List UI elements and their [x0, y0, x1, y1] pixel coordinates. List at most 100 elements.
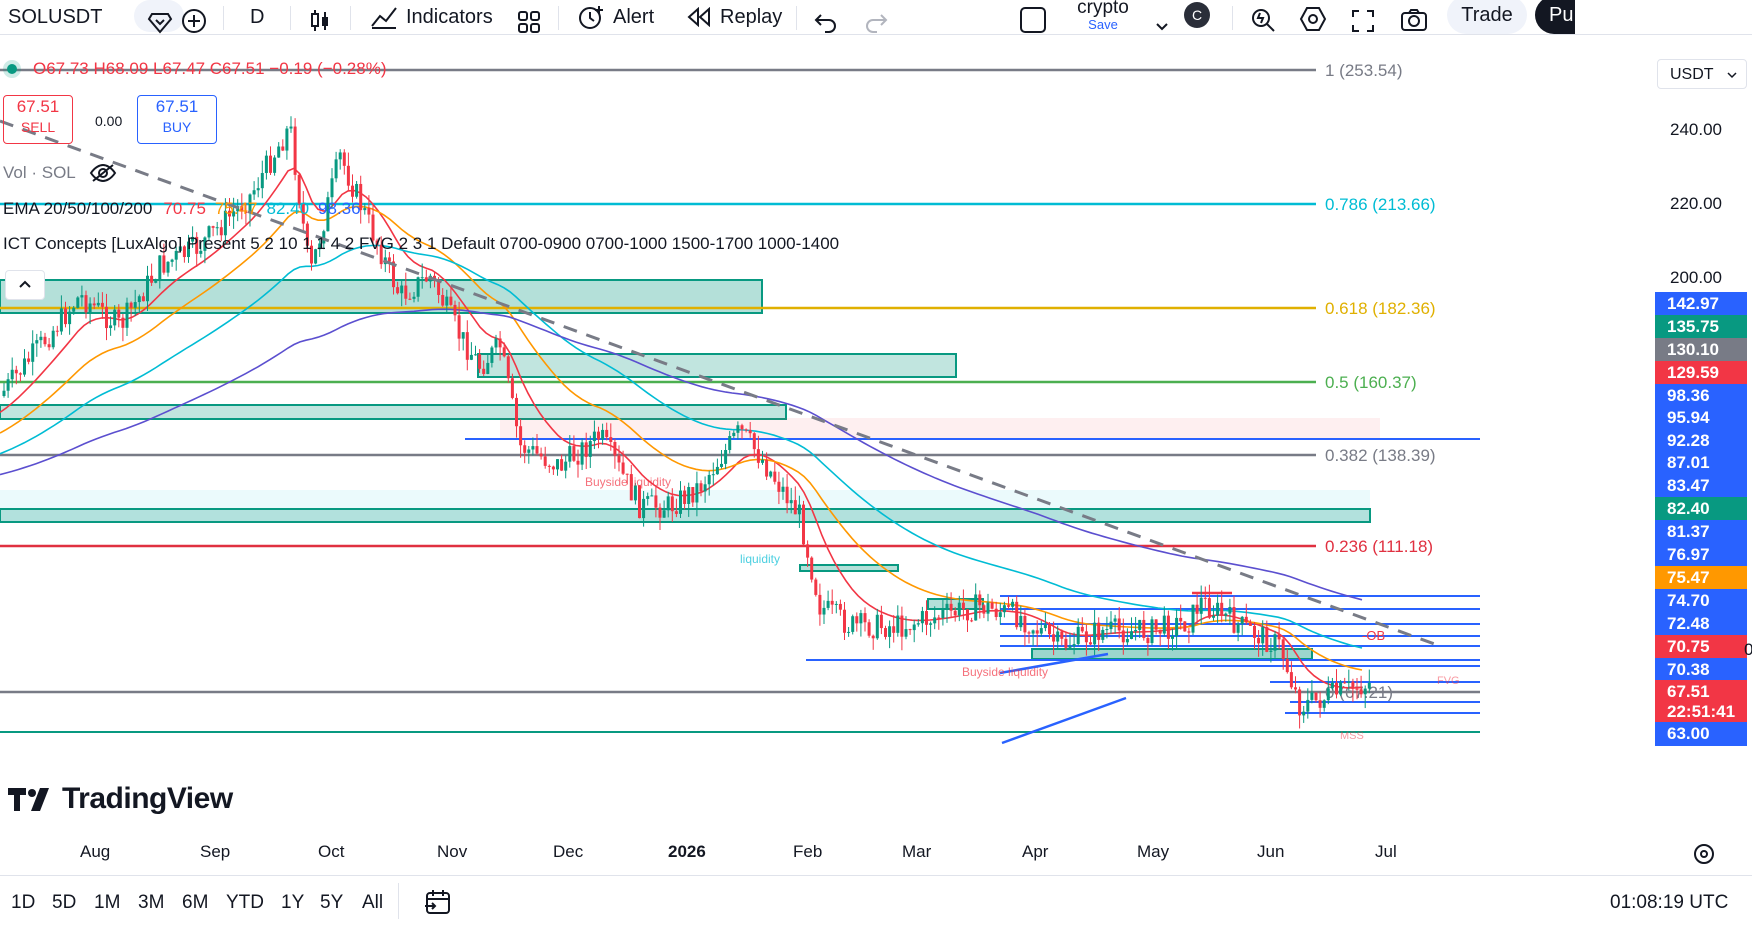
symbol-name[interactable]: SOLUSDT	[8, 5, 103, 28]
price-axis[interactable]: USDT 240.00 220.00 200.00 142.97 135.75 13…	[1652, 46, 1752, 836]
clock-settings-icon[interactable]	[1692, 842, 1716, 866]
candle-body	[679, 490, 682, 514]
currency-label: USDT	[1670, 66, 1714, 83]
candle-body	[1146, 638, 1150, 644]
eye-hidden-icon[interactable]	[89, 163, 117, 183]
bottom-bar	[0, 875, 1752, 931]
volume-legend[interactable]: Vol · SOL	[3, 162, 117, 183]
candle-body	[1236, 623, 1240, 633]
candle-body	[1109, 621, 1113, 630]
range-button-3m[interactable]: 3M	[138, 892, 165, 913]
candle-style-icon[interactable]	[309, 4, 331, 38]
candle-body	[974, 594, 978, 621]
candle-body	[1134, 629, 1138, 632]
candle-body	[789, 500, 793, 504]
add-symbol-icon[interactable]	[181, 4, 207, 38]
chevron-down-icon[interactable]	[1155, 10, 1169, 44]
live-dot-icon	[7, 64, 17, 75]
range-button-6m[interactable]: 6M	[182, 892, 209, 913]
candle-body	[109, 325, 113, 329]
candle-body	[264, 155, 268, 174]
price-label: 95.94	[1655, 406, 1747, 430]
candle-body	[543, 456, 547, 466]
candle-body	[551, 466, 555, 470]
spread-value: 0.00	[95, 113, 123, 129]
replay-button[interactable]: Replay	[686, 0, 782, 34]
candle-body	[674, 511, 678, 514]
candle-body	[510, 378, 514, 398]
candle-body	[215, 227, 219, 229]
candle-body	[884, 628, 887, 637]
candle-body	[826, 600, 830, 608]
symbol-search[interactable]: SOLUSDT	[8, 0, 102, 34]
range-button-all[interactable]: All	[362, 892, 384, 913]
utc-clock[interactable]: 01:08:19 UTC	[1610, 892, 1729, 913]
avatar[interactable]: C	[1184, 2, 1210, 28]
range-button-5d[interactable]: 5D	[52, 892, 77, 913]
publish-button[interactable]: Pu	[1535, 0, 1575, 34]
price-label: 72.48	[1655, 612, 1747, 636]
candle-body	[125, 302, 129, 328]
candle-body	[761, 459, 764, 463]
range-button-ytd[interactable]: YTD	[226, 892, 264, 913]
range-button-5y[interactable]: 5Y	[320, 892, 344, 913]
range-button-1y[interactable]: 1Y	[281, 892, 305, 913]
compare-icon[interactable]	[147, 5, 173, 39]
candle-body	[228, 210, 231, 217]
order-block-zones	[0, 279, 1380, 660]
alert-button[interactable]: Alert	[577, 0, 654, 34]
candle-body	[1011, 601, 1015, 607]
layout-name[interactable]: crypto Save	[1068, 0, 1138, 32]
candle-body	[633, 485, 637, 501]
candle-body	[855, 616, 859, 624]
time-tick: Oct	[318, 842, 345, 861]
candle-body	[592, 431, 596, 442]
ema-legend[interactable]: EMA 20/50/100/200 70.75 75.47 82.40 98.3…	[3, 198, 361, 219]
tradingview-watermark: TradingView	[6, 782, 233, 816]
currency-selector[interactable]: USDT	[1657, 59, 1747, 89]
settings-gear-icon[interactable]	[1299, 2, 1327, 36]
candle-body	[314, 249, 318, 264]
go-to-date-icon[interactable]	[424, 888, 454, 916]
range-button-1d[interactable]: 1D	[11, 892, 36, 913]
indicators-button[interactable]: Indicators	[370, 0, 493, 34]
candle-body	[1298, 689, 1302, 716]
fvg-label: FVG	[1437, 675, 1460, 687]
candle-body	[269, 155, 272, 173]
redo-icon[interactable]	[864, 6, 888, 40]
candle-body	[732, 432, 736, 437]
buy-button[interactable]: 67.51 BUY	[137, 95, 217, 144]
collapse-legend-button[interactable]	[5, 270, 45, 300]
fullscreen-icon[interactable]	[1351, 4, 1375, 38]
ict-legend[interactable]: ICT Concepts [LuxAlgo] Present 5 2 10 1 …	[3, 233, 839, 254]
sell-button[interactable]: 67.51 SELL	[3, 95, 73, 144]
price-chart[interactable]: 1 (253.54) 0.786 (213.66) 0.618 (182.36) 0.…	[0, 46, 1652, 876]
templates-icon[interactable]	[517, 5, 541, 39]
quick-search-icon[interactable]	[1250, 3, 1276, 37]
time-tick: Dec	[553, 842, 584, 861]
candle-body	[601, 429, 605, 440]
layout-icon[interactable]	[1019, 3, 1047, 37]
candle-body	[1351, 681, 1355, 689]
ema20-value: 70.75	[163, 199, 206, 218]
candle-body	[736, 425, 740, 433]
price-label: 81.37	[1655, 520, 1747, 544]
candle-body	[55, 330, 59, 332]
candle-body	[1076, 626, 1080, 645]
candle-body	[474, 354, 477, 356]
candle-body	[1253, 625, 1256, 638]
undo-icon[interactable]	[814, 6, 838, 40]
candle-body	[80, 295, 84, 298]
interval-button[interactable]: D	[250, 5, 265, 28]
watchlist-icon-bg[interactable]	[134, 0, 184, 32]
axis-tail: 0	[1744, 640, 1752, 659]
trade-button[interactable]: Trade	[1447, 0, 1527, 34]
range-button-1m[interactable]: 1M	[94, 892, 121, 913]
candle-body	[1097, 622, 1101, 640]
candle-body	[2, 390, 6, 396]
candle-body	[1093, 622, 1097, 645]
price-tick: 220.00	[1670, 194, 1722, 213]
camera-icon[interactable]	[1400, 3, 1428, 37]
candle-body	[1187, 631, 1191, 633]
candle-body	[752, 433, 756, 450]
